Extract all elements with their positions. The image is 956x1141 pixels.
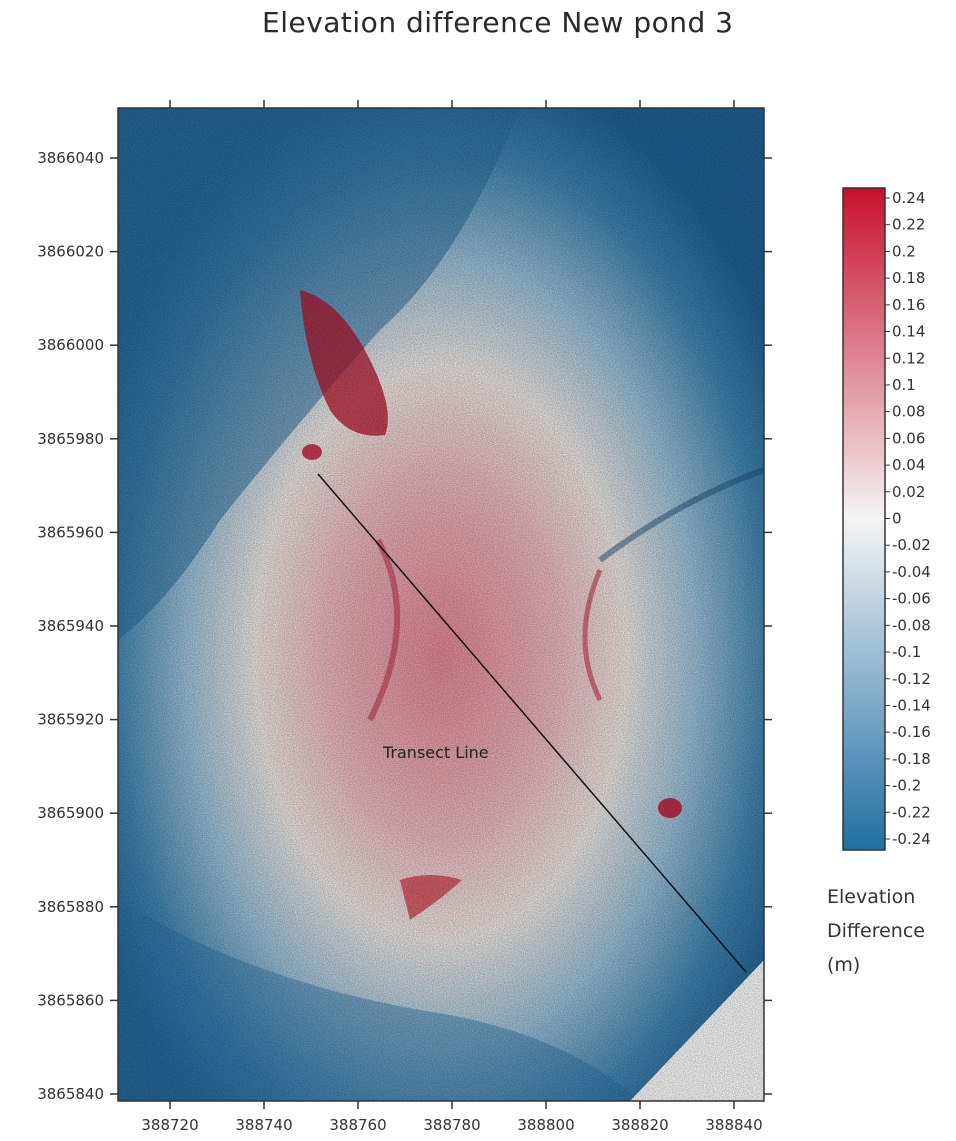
y-tick-label: 3865840 bbox=[37, 1085, 104, 1103]
colorbar-title-line: Difference bbox=[827, 920, 925, 942]
y-tick-label: 3865940 bbox=[37, 617, 104, 635]
x-tick-label: 388740 bbox=[235, 1116, 292, 1134]
colorbar-tick-label: -0.06 bbox=[892, 590, 931, 608]
x-tick-label: 388840 bbox=[705, 1116, 762, 1134]
y-axis: 3866040 3866020 3866000 3865980 3865960 38659… bbox=[37, 149, 772, 1103]
colorbar-tick-label: 0.08 bbox=[892, 403, 925, 421]
colorbar-tick-label: 0.14 bbox=[892, 323, 925, 341]
colorbar-tick-label: -0.22 bbox=[892, 803, 931, 821]
map-title: Elevation difference New pond 3 bbox=[262, 6, 734, 39]
colorbar-title-line: Elevation bbox=[827, 886, 916, 908]
x-tick-label: 388720 bbox=[141, 1116, 198, 1134]
colorbar-title: Elevation Difference (m) bbox=[827, 880, 925, 982]
colorbar-tick-label: 0.1 bbox=[892, 376, 916, 394]
colorbar-tick-label: -0.24 bbox=[892, 830, 931, 848]
colorbar-tick-label: 0.22 bbox=[892, 216, 925, 234]
transect-line bbox=[317, 473, 747, 973]
colorbar-tick-label: -0.04 bbox=[892, 563, 931, 581]
y-tick-label: 3866020 bbox=[37, 243, 104, 261]
x-tick-label: 388760 bbox=[329, 1116, 386, 1134]
colorbar-tick-label: 0 bbox=[892, 510, 902, 528]
transect-label: Transect Line bbox=[382, 743, 489, 762]
colorbar-tick-label: 0.24 bbox=[892, 189, 925, 207]
map-frame bbox=[117, 107, 765, 1102]
y-tick-label: 3865880 bbox=[37, 898, 104, 916]
y-tick-label: 3865860 bbox=[37, 991, 104, 1009]
colorbar bbox=[842, 187, 886, 851]
x-tick-label: 388800 bbox=[517, 1116, 574, 1134]
y-tick-label: 3866000 bbox=[37, 336, 104, 354]
colorbar-tick-label: 0.16 bbox=[892, 296, 925, 314]
colorbar-title-line: (m) bbox=[827, 954, 861, 976]
x-tick-label: 388820 bbox=[611, 1116, 668, 1134]
colorbar-tick-label: -0.12 bbox=[892, 670, 931, 688]
colorbar-tick-label: 0.18 bbox=[892, 269, 925, 287]
colorbar-tick-label: 0.2 bbox=[892, 242, 916, 260]
colorbar-tick-label: 0.02 bbox=[892, 483, 925, 501]
colorbar-tick-label: -0.02 bbox=[892, 536, 931, 554]
colorbar-tick-label: -0.16 bbox=[892, 723, 931, 741]
colorbar-tick-label: -0.08 bbox=[892, 616, 931, 634]
colorbar-tick-label: -0.14 bbox=[892, 696, 931, 714]
colorbar-tick-label: 0.04 bbox=[892, 456, 925, 474]
y-tick-label: 3865920 bbox=[37, 711, 104, 729]
x-axis: 388720 388740 388760 388780 388800 388820 3888… bbox=[141, 100, 763, 1134]
colorbar-tick-label: -0.1 bbox=[892, 643, 921, 661]
colorbar-tick-label: -0.18 bbox=[892, 750, 931, 768]
colorbar-ticks: 0.24 0.22 0.2 0.18 0.16 0.14 0.12 0.1 0.08 0.06 0.… bbox=[885, 189, 931, 848]
x-tick-label: 388780 bbox=[423, 1116, 480, 1134]
y-tick-label: 3865960 bbox=[37, 523, 104, 541]
colorbar-tick-label: -0.2 bbox=[892, 777, 921, 795]
y-tick-label: 3865980 bbox=[37, 430, 104, 448]
colorbar-tick-label: 0.06 bbox=[892, 429, 925, 447]
y-tick-label: 3866040 bbox=[37, 149, 104, 167]
y-tick-label: 3865900 bbox=[37, 804, 104, 822]
elevation-raster bbox=[118, 108, 764, 1101]
colorbar-tick-label: 0.12 bbox=[892, 349, 925, 367]
